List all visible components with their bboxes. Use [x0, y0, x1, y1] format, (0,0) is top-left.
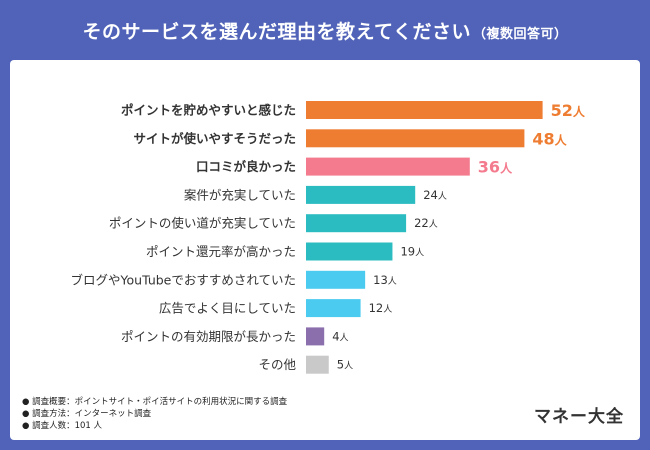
chart-title: そのサービスを選んだ理由を教えてください （複数回答可） [83, 17, 568, 44]
survey-notes: ● 調査概要：ポイントサイト・ポイ活サイトの利用状況に関する調査 ● 調査方法：… [22, 396, 287, 432]
survey-note: ● 調査概要：ポイントサイト・ポイ活サイトの利用状況に関する調査 [22, 397, 288, 407]
category-label: 口コミが良かった [196, 159, 296, 174]
category-label: その他 [258, 357, 296, 372]
value-label: 36人 [478, 158, 513, 177]
chart-title-text: そのサービスを選んだ理由を教えてください [82, 20, 471, 43]
title-bar: そのサービスを選んだ理由を教えてください （複数回答可） [0, 0, 650, 60]
bar [306, 242, 393, 261]
category-label: 案件が充実していた [184, 187, 296, 202]
value-label: 24人 [423, 188, 447, 202]
value-label: 52人 [551, 101, 586, 120]
value-label: 5人 [337, 358, 353, 372]
category-label: ポイントの有効期限が長かった [121, 329, 296, 344]
survey-note: ● 調査人数：101 人 [22, 421, 103, 431]
bar [306, 355, 329, 374]
bar [306, 129, 525, 148]
category-label: ブログやYouTubeでおすすめされていた [71, 272, 296, 287]
bar [306, 270, 366, 289]
value-label: 19人 [400, 245, 424, 259]
value-label: 4人 [332, 329, 348, 343]
bar [306, 299, 361, 318]
bar [306, 185, 416, 204]
survey-note: ● 調査方法：インターネット調査 [22, 409, 152, 419]
bar [306, 101, 543, 119]
bar [306, 214, 407, 233]
bar [306, 327, 325, 346]
category-label: 広告でよく目にしていた [159, 301, 296, 316]
value-label: 13人 [373, 273, 397, 287]
bar [306, 157, 470, 176]
value-label: 48人 [532, 129, 567, 148]
value-label: 12人 [369, 301, 393, 315]
category-label: ポイント還元率が高かった [146, 244, 296, 259]
category-label: サイトが使いやすそうだった [133, 131, 296, 146]
chart-subtitle: （複数回答可） [472, 26, 568, 42]
value-label: 22人 [414, 216, 438, 230]
category-label: ポイントの使い道が充実していた [109, 216, 296, 231]
category-label: ポイントを貯めやすいと感じた [121, 103, 296, 118]
brand-logo: マネー大全 [534, 407, 624, 427]
